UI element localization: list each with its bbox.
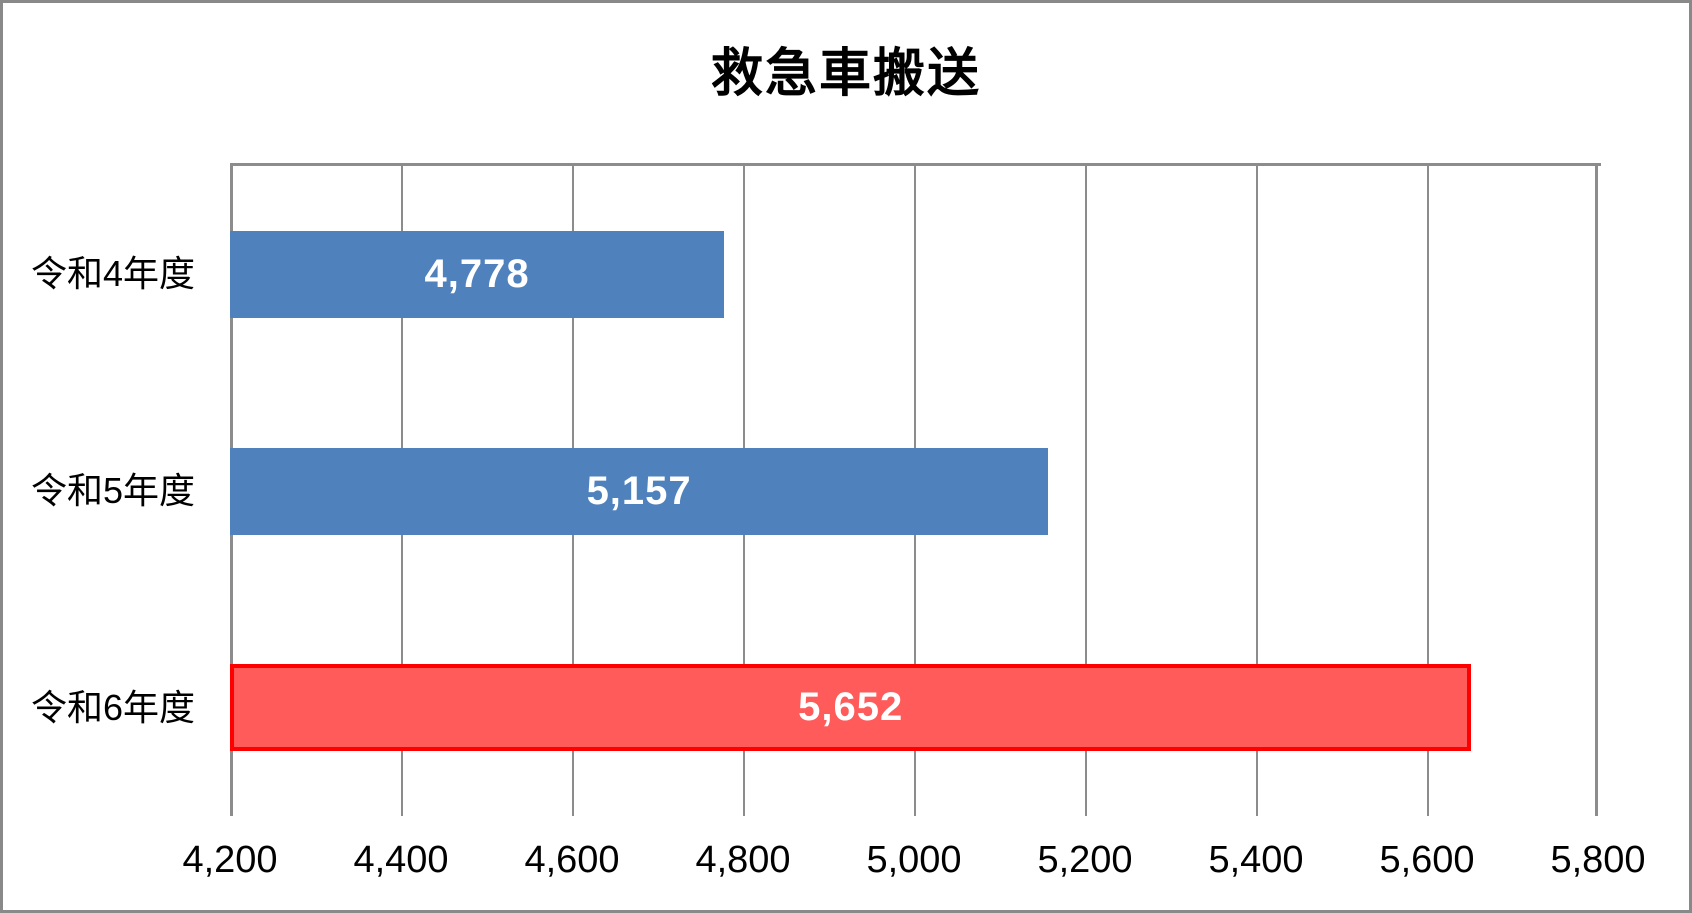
gridline bbox=[1427, 163, 1429, 816]
x-tick-label: 5,200 bbox=[1037, 839, 1133, 881]
x-tick-label: 5,600 bbox=[1379, 839, 1475, 881]
gridline bbox=[1085, 163, 1087, 816]
x-tick-label: 4,200 bbox=[182, 839, 278, 881]
chart-title: 救急車搬送 bbox=[710, 45, 981, 103]
bar-1: 4,778 bbox=[230, 230, 725, 318]
bar-2: 5,157 bbox=[230, 447, 1049, 535]
gridline bbox=[1256, 163, 1258, 816]
bar-value-label: 4,778 bbox=[424, 251, 530, 296]
x-tick-label: 4,800 bbox=[695, 839, 791, 881]
bar-3: 5,652 bbox=[230, 664, 1472, 752]
bar-value-label: 5,157 bbox=[586, 468, 692, 513]
category-label: 令和6年度 bbox=[30, 686, 195, 728]
x-tick-label: 5,000 bbox=[866, 839, 962, 881]
x-tick-label: 5,400 bbox=[1208, 839, 1304, 881]
x-tick-label: 4,600 bbox=[524, 839, 620, 881]
category-label: 令和5年度 bbox=[30, 470, 195, 511]
category-label: 令和4年度 bbox=[30, 253, 195, 295]
plot-side-border bbox=[1595, 163, 1598, 816]
bar-value-label: 5,652 bbox=[798, 685, 904, 730]
x-tick-label: 4,400 bbox=[353, 839, 449, 881]
x-tick-label: 5,800 bbox=[1550, 839, 1646, 881]
